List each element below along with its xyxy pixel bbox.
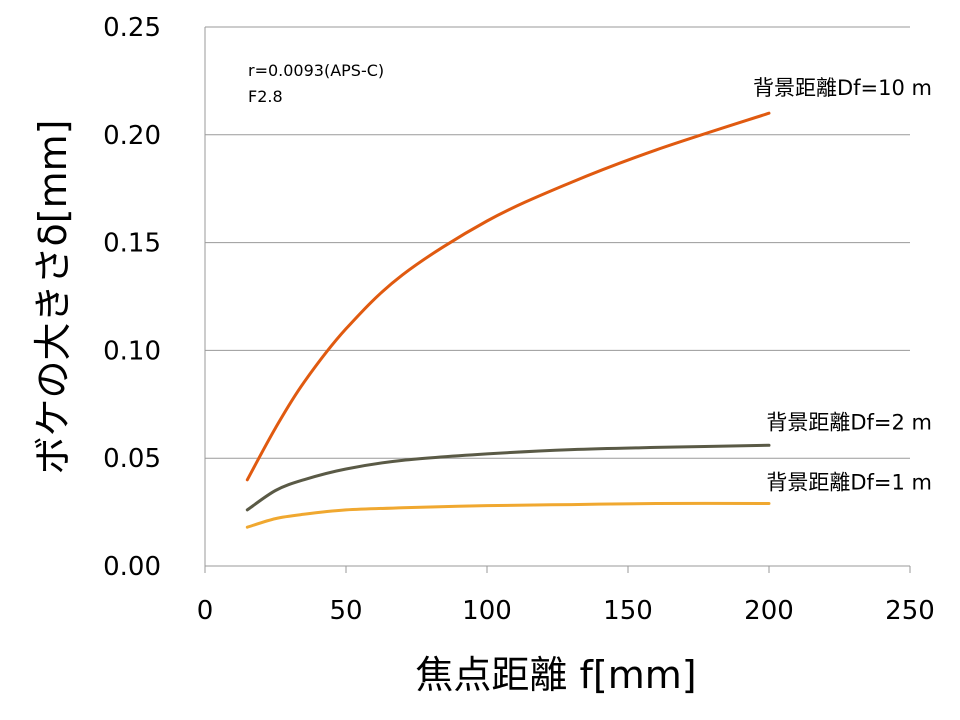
axes	[204, 27, 911, 573]
annotation-aperture: F2.8	[248, 87, 283, 106]
labels: 0.00 0.05 0.10 0.15 0.20 0.25 0 50 100 150 200 250 背…	[103, 13, 935, 626]
x-tick-label: 250	[885, 596, 935, 626]
y-tick-label: 0.25	[103, 13, 161, 43]
x-tick-label: 200	[744, 596, 794, 626]
series-label: 背景距離Df=1 m	[766, 470, 932, 494]
y-tick-label: 0.00	[103, 552, 161, 582]
x-tick-label: 100	[462, 596, 512, 626]
y-tick-label: 0.05	[103, 444, 161, 474]
series-line	[245, 443, 771, 512]
series-label: 背景距離Df=2 m	[766, 410, 932, 434]
series-line	[245, 111, 771, 482]
x-tick-label: 50	[329, 596, 362, 626]
series-line	[245, 501, 771, 529]
grid	[205, 26, 910, 459]
y-tick-label: 0.10	[103, 336, 161, 366]
y-tick-label: 0.15	[103, 229, 161, 259]
series	[245, 111, 771, 529]
x-tick-label: 0	[197, 596, 214, 626]
y-axis-title: ボケの大きさδ[mm]	[31, 120, 75, 475]
annotation-sensor: r=0.0093(APS-C)	[248, 61, 384, 80]
series-label: 背景距離Df=10 m	[753, 76, 932, 100]
y-tick-label: 0.20	[103, 121, 161, 151]
x-axis-title: 焦点距離 f[mm]	[415, 653, 696, 697]
x-tick-label: 150	[603, 596, 653, 626]
